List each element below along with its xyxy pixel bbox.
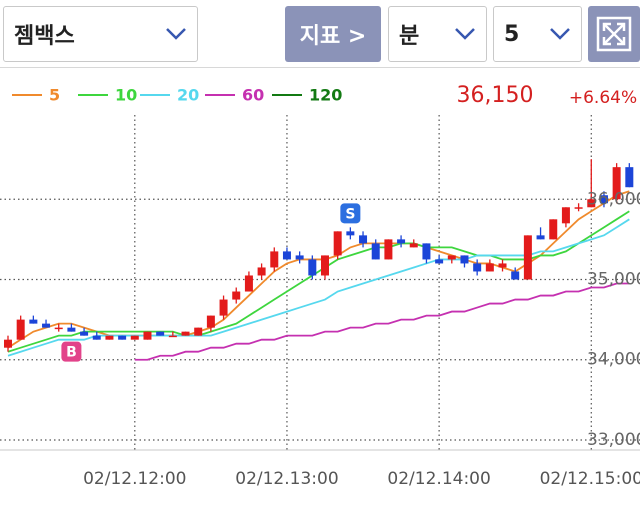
y-tick-label: 36,000 [587,189,640,209]
candle-body [397,239,406,244]
ma-line [7,218,630,357]
candle-body [587,199,596,208]
ma-line [7,190,630,349]
indicator-label: 지표 > [299,24,367,49]
candle-body [282,251,291,260]
legend-label: 20 [177,86,199,105]
candle-body [435,259,444,264]
candle-body [257,267,266,276]
candle-body [523,235,532,280]
legend-label: 10 [115,86,137,105]
candle-body [42,323,51,328]
toolbar: 젬백스 지표 > 분 5 [0,0,640,68]
candle-body [625,167,634,188]
candle-body [156,331,165,336]
candle-body [4,339,12,348]
signal-label: S [345,206,355,222]
candle-body [359,235,368,244]
candle-body [295,255,304,260]
period-select[interactable]: 5 [493,6,582,62]
stock-select[interactable]: 젬백스 [3,6,198,62]
indicator-button[interactable]: 지표 > [285,6,381,62]
legend-label: 120 [309,86,342,105]
x-tick-label: 02/12.13:00 [235,469,338,489]
expand-button[interactable] [588,6,640,62]
candle-body [599,195,608,204]
y-tick-label: 35,000 [587,269,640,289]
period-label: 5 [504,21,520,47]
plot-area: BS [0,115,640,450]
candle-body [346,231,355,236]
candle-body [574,207,583,209]
candle-body [549,219,558,240]
candle-body [67,327,76,332]
candle-body [473,263,482,272]
x-tick-label: 02/12.12:00 [83,469,186,489]
candle-body [371,243,380,260]
price: 36,150 [457,83,534,108]
chevron [455,28,475,40]
chevron [166,28,186,40]
candle-body [447,255,456,260]
candle-body [54,327,63,330]
chart: 36,150 +6.64% BS33,00034,00035,00036,000… [0,83,640,489]
unit-select[interactable]: 분 [388,6,487,62]
candle-body [16,319,25,340]
y-tick-label: 33,000 [587,430,640,450]
candle-body [308,259,317,276]
legend-label: 5 [49,86,60,105]
candle-body [118,335,127,340]
candle-body [270,251,279,268]
candle-body [612,167,621,200]
candle-body [460,255,469,264]
expand-icon [596,16,632,52]
signal-badge [340,203,361,224]
candle-body [92,335,101,340]
x-tick-label: 02/12.14:00 [387,469,490,489]
candle-body [80,331,89,336]
candle-body [206,315,215,328]
candle-body [232,291,241,300]
candle-body [511,271,520,280]
candle-body [105,335,114,340]
candle-body [194,327,203,336]
signal-label: B [66,345,77,361]
change: +6.64% [569,88,637,108]
unit-label: 분 [399,24,420,49]
candle-body [321,255,329,276]
ma-line [134,282,630,361]
candle-body [384,239,393,260]
ma-line [7,210,630,353]
signal-badge [61,341,82,362]
candle-body [143,331,152,340]
candle-body [409,243,418,248]
chevron [550,28,570,40]
candle-body [168,335,177,338]
candle-body [498,263,507,268]
candle-body [536,235,545,240]
candle-body [422,243,431,260]
candle-body [244,275,253,292]
candle-body [29,319,38,324]
candle-body [219,299,228,316]
legend-label: 60 [242,86,264,105]
candle-body [485,263,494,272]
candle-body [561,207,570,224]
candle-body [333,231,342,256]
x-tick-label: 02/12.15:00 [540,469,640,489]
stock-name: 젬백스 [14,24,75,49]
y-tick-label: 34,000 [587,350,640,370]
candle-body [130,335,139,340]
candle-body [181,331,190,336]
